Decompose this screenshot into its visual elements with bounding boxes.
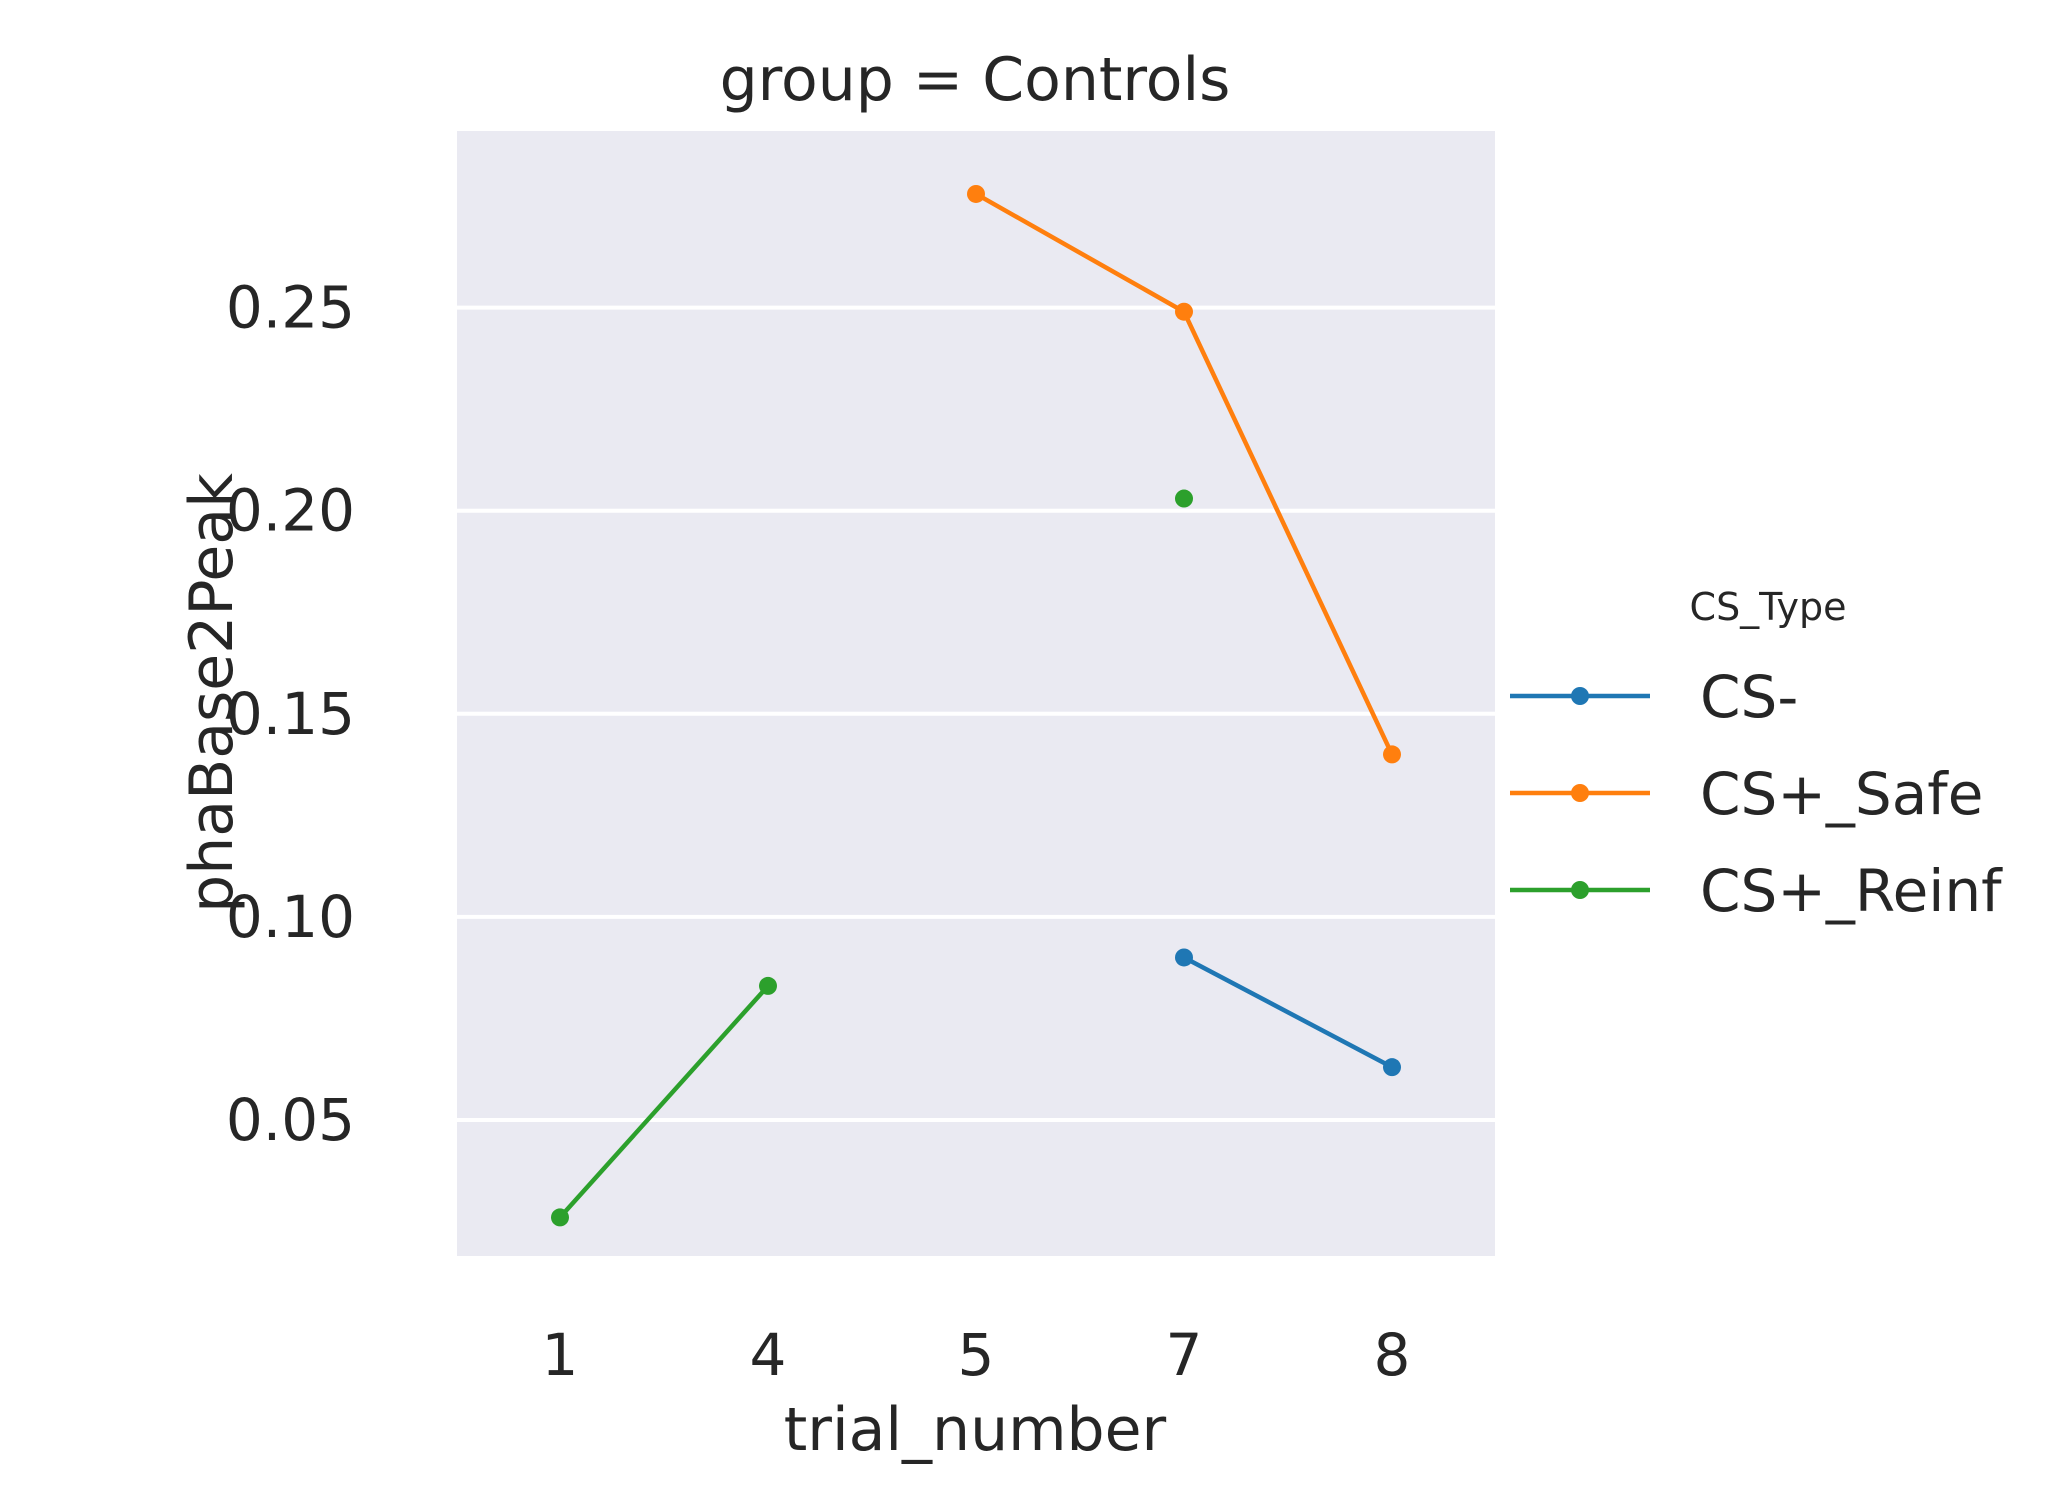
data-point — [759, 976, 777, 995]
series-line — [1182, 955, 1394, 1070]
y-tick-label: 0.20 — [226, 477, 355, 545]
legend-marker — [1571, 687, 1589, 705]
y-tick-label: 0.15 — [226, 680, 355, 748]
legend-label: CS+_Reinf — [1700, 857, 2003, 925]
plot-area — [457, 131, 1495, 1256]
series-line — [558, 984, 770, 1219]
x-tick-label: 8 — [1374, 1321, 1411, 1389]
x-tick-label: 4 — [750, 1321, 787, 1389]
y-tick-label: 0.10 — [226, 883, 355, 951]
data-point — [1383, 745, 1401, 764]
data-point — [551, 1208, 569, 1227]
grid-lines — [457, 305, 1495, 1122]
y-tick-labels: 0.05 0.10 0.15 0.20 0.25 — [226, 274, 355, 1154]
data-point — [1175, 489, 1193, 508]
legend-item: CS+_Safe — [1510, 760, 1983, 828]
data-point — [967, 184, 985, 203]
legend-title: CS_Type — [1690, 585, 1847, 629]
data-point — [1383, 1058, 1401, 1077]
legend-marker — [1571, 784, 1589, 802]
series-CS+_Safe — [967, 184, 1401, 764]
x-tick-label: 1 — [542, 1321, 579, 1389]
series-CS- — [1175, 948, 1401, 1077]
legend-label: CS- — [1700, 663, 1798, 731]
legend-item: CS+_Reinf — [1510, 857, 2003, 925]
y-tick-label: 0.05 — [226, 1086, 355, 1154]
y-axis-label: phaBase2Peak — [177, 473, 247, 913]
x-tick-labels: 1 4 5 7 8 — [542, 1321, 1411, 1389]
chart-title: group = Controls — [720, 45, 1231, 115]
series-CS+_Reinf — [551, 489, 1193, 1227]
data-point — [1175, 948, 1193, 967]
legend: CS_Type CS- CS+_Safe CS+_Reinf — [1510, 585, 2003, 925]
data-point — [1175, 302, 1193, 321]
x-tick-label: 7 — [1166, 1321, 1203, 1389]
legend-label: CS+_Safe — [1700, 760, 1983, 828]
legend-item: CS- — [1510, 663, 1798, 731]
x-tick-label: 5 — [958, 1321, 995, 1389]
x-axis-label: trial_number — [784, 1395, 1167, 1465]
y-tick-label: 0.25 — [226, 274, 355, 342]
series-layer — [551, 184, 1401, 1227]
legend-marker — [1571, 881, 1589, 899]
